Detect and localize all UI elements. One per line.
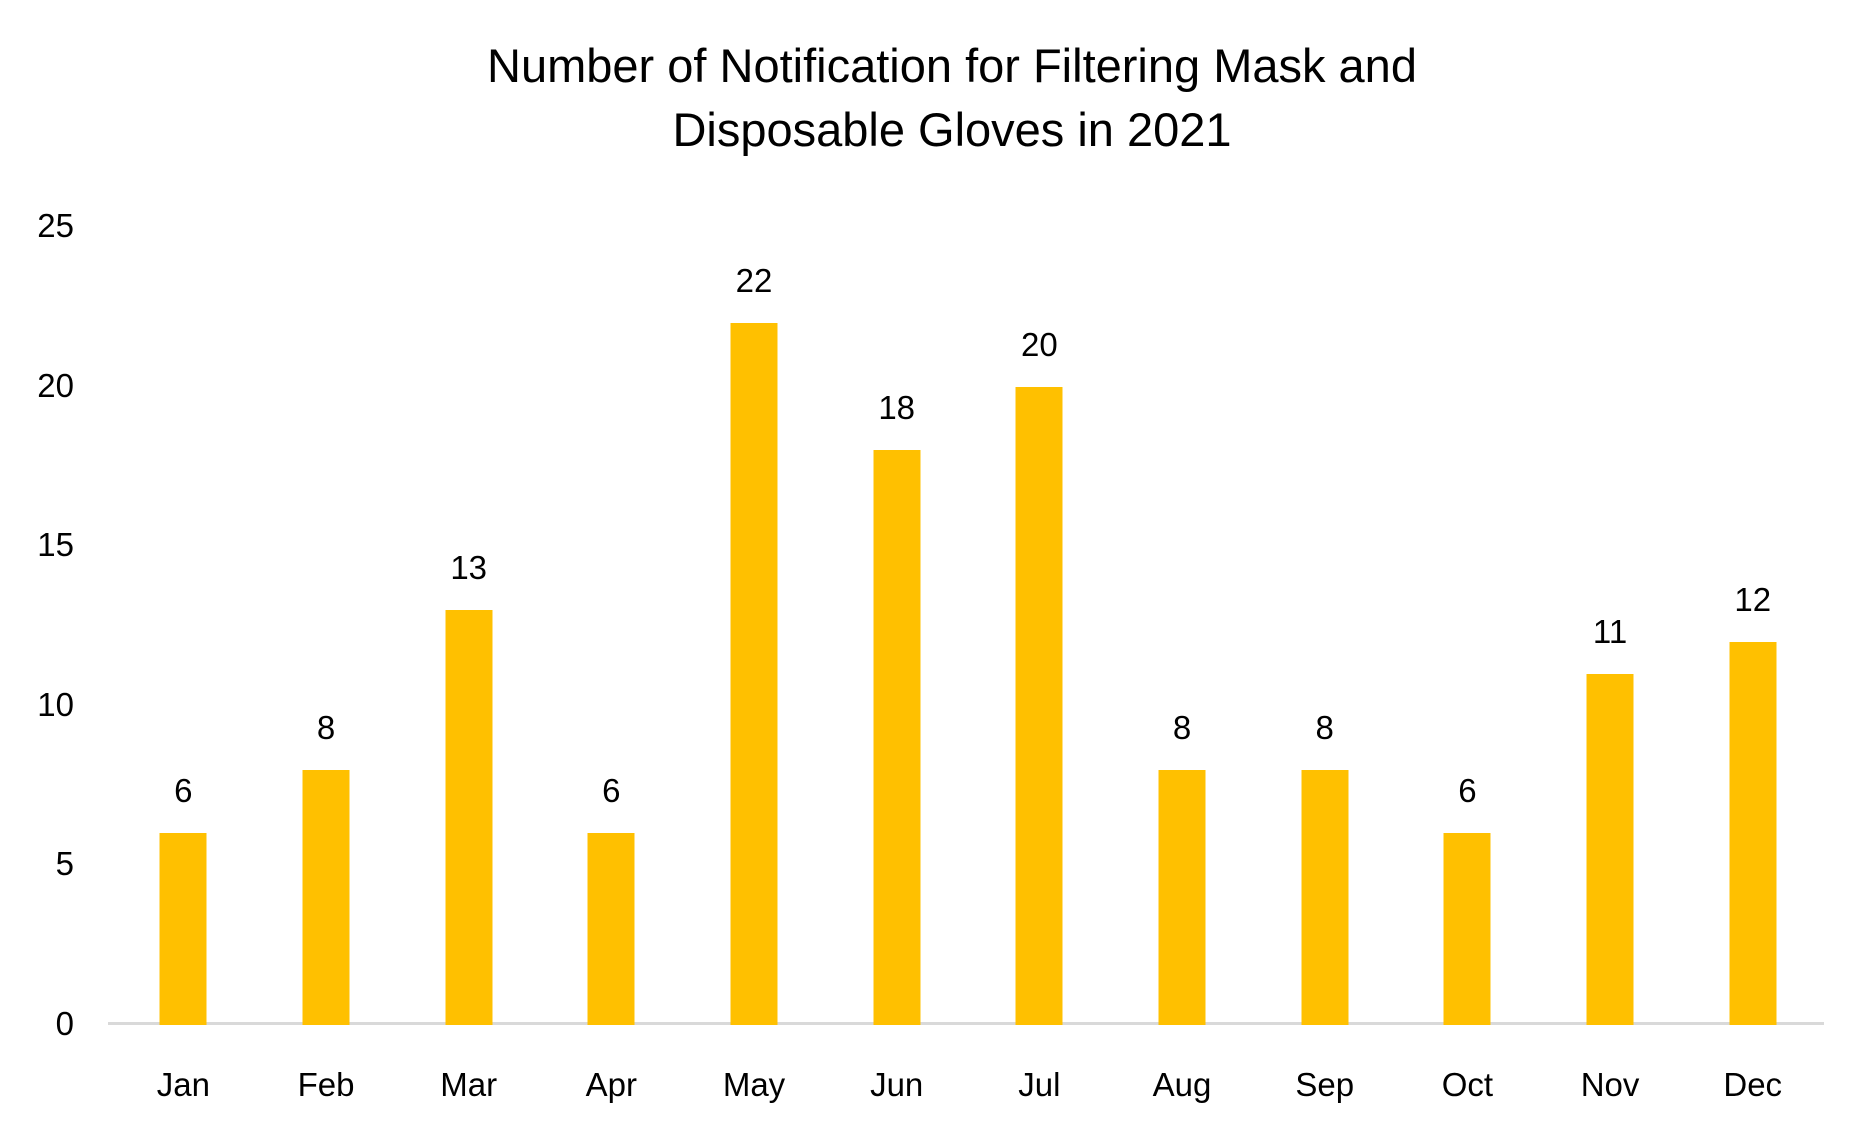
value-label-oct: 6 [1458,772,1477,810]
category-jul: 20 Jul [968,227,1111,1103]
bar-jul [1015,386,1063,1025]
month-label-aug: Aug [1152,1066,1212,1103]
category-mar: 13 Mar [397,227,540,1103]
month-label-jul: Jul [1018,1066,1061,1103]
chart-title: Number of Notification for Filtering Mas… [112,34,1792,162]
value-label-mar: 13 [450,549,488,587]
category-jan: 6 Jan [112,227,255,1103]
category-sep: 8 Sep [1253,227,1396,1103]
category-nov: 11 Nov [1539,227,1682,1103]
value-label-feb: 8 [316,708,336,746]
category-oct: 6 Oct [1396,227,1539,1103]
month-label-may: May [722,1066,786,1103]
month-label-jan: Jan [156,1066,210,1103]
value-label-jul: 20 [1021,325,1058,363]
y-tick-label-15: 15 [37,526,74,564]
bar-may [730,322,778,1025]
month-label-feb: Feb [297,1066,355,1103]
y-axis: 0 5 10 15 20 25 [0,0,74,1132]
category-apr: 6 Apr [540,227,683,1103]
bar-feb [302,769,350,1025]
x-axis-line [108,1022,1824,1025]
category-aug: 8 Aug [1111,227,1254,1103]
category-feb: 8 Feb [255,227,398,1103]
y-tick-label-5: 5 [55,845,74,883]
value-label-apr: 6 [602,772,621,810]
category-jun: 18 Jun [825,227,968,1103]
value-label-jun: 18 [878,389,916,427]
chart-title-line-2: Disposable Gloves in 2021 [672,103,1232,156]
bar-jan [159,833,207,1025]
plot-area: 6 Jan 8 Feb 13 Mar 6 Apr 22 May 18 Jun 20 Jul 8 Aug 8 Sep… [112,227,1824,1103]
month-label-mar: Mar [440,1066,498,1103]
bar-jun [873,450,921,1025]
value-label-dec: 12 [1734,580,1772,618]
month-label-apr: Apr [585,1066,638,1103]
value-label-jan: 6 [174,772,193,810]
month-label-jun: Jun [870,1066,924,1103]
bar-oct [1443,833,1491,1025]
bar-mar [445,610,493,1025]
y-tick-label-0: 0 [55,1005,74,1042]
bar-nov [1586,673,1634,1025]
category-may: 22 May [683,227,826,1103]
value-label-sep: 8 [1315,708,1334,746]
month-label-sep: Sep [1295,1066,1355,1103]
bar-dec [1729,641,1777,1025]
month-label-dec: Dec [1723,1066,1783,1103]
chart-title-line-1: Number of Notification for Filtering Mas… [487,39,1417,92]
y-tick-label-20: 20 [37,366,74,404]
value-label-nov: 11 [1592,612,1628,650]
bar-apr [587,833,635,1025]
y-tick-label-10: 10 [37,685,74,723]
bar-sep [1301,769,1349,1025]
month-label-nov: Nov [1580,1066,1640,1103]
y-tick-label-25: 25 [37,207,74,244]
value-label-aug: 8 [1172,708,1192,746]
bar-aug [1158,769,1206,1025]
value-label-may: 22 [735,261,773,299]
category-dec: 12 Dec [1681,227,1824,1103]
month-label-oct: Oct [1441,1066,1494,1103]
